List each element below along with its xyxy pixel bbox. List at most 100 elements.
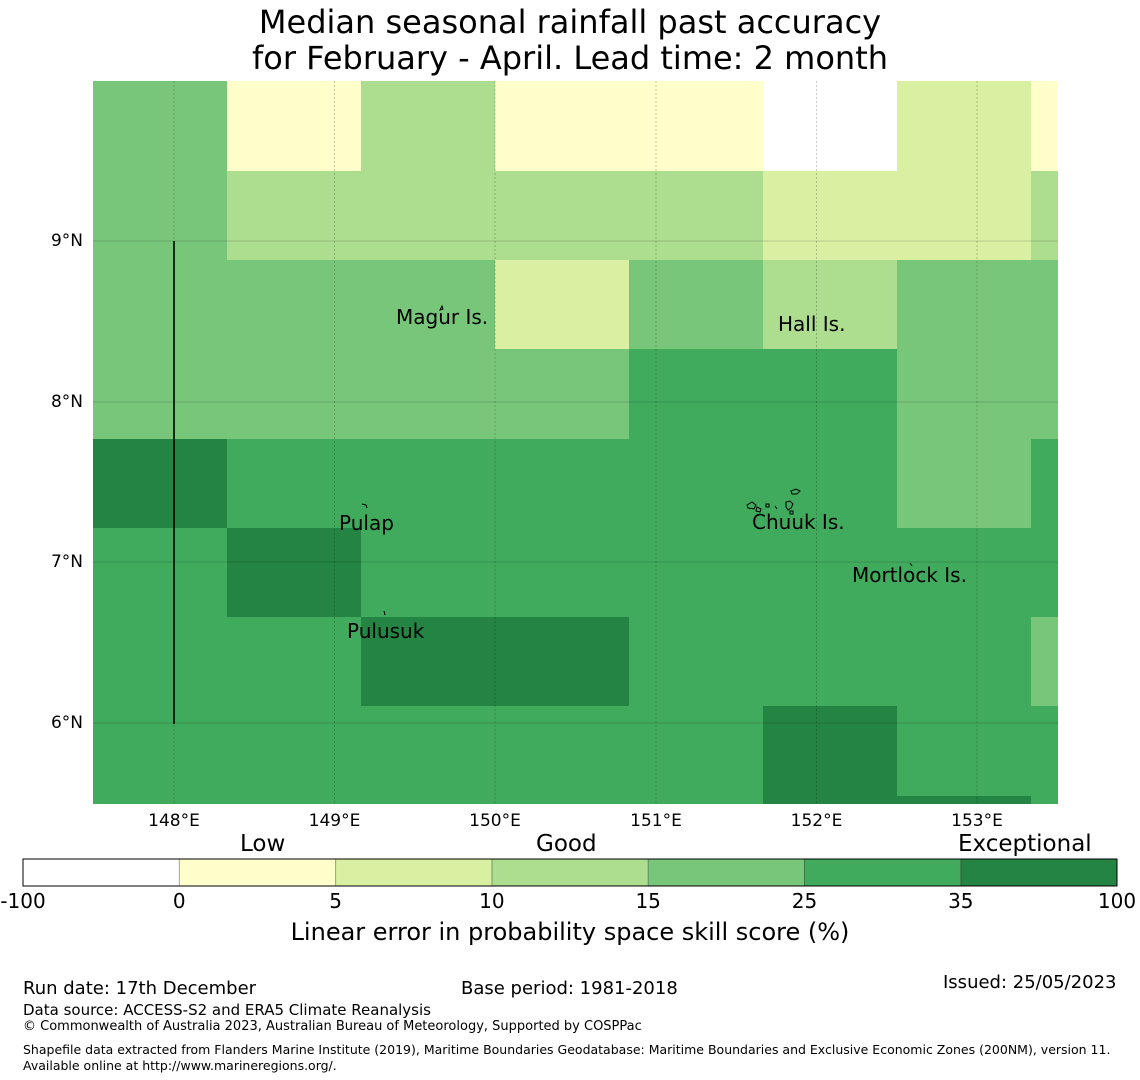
parallels xyxy=(93,240,1058,724)
colorbar-segment xyxy=(960,859,1117,886)
grid-cell xyxy=(897,171,1031,260)
colorbar-tick: -100 xyxy=(0,889,46,913)
legend-category-exceptional: Exceptional xyxy=(958,831,1092,857)
grid-cell xyxy=(629,617,763,706)
shapefile-credit: Shapefile data extracted from Flanders M… xyxy=(23,1042,1111,1073)
issued-date: Issued: 25/05/2023 xyxy=(943,972,1117,993)
grid-cell xyxy=(763,617,897,706)
grid-cell xyxy=(361,349,495,439)
title-line-2: for February - April. Lead time: 2 month xyxy=(251,39,889,77)
grid-cell xyxy=(495,171,629,260)
grid-cell xyxy=(227,260,361,349)
grid-cell xyxy=(763,81,897,171)
grid-cell xyxy=(93,439,227,528)
colorbar xyxy=(22,858,1118,887)
copyright-notice: © Commonwealth of Australia 2023, Austra… xyxy=(23,1019,642,1034)
place-label-magur: Magur Is. xyxy=(396,305,489,329)
title-line-1: Median seasonal rainfall past accuracy xyxy=(258,3,882,41)
grid-cell xyxy=(361,81,495,171)
grid-cell xyxy=(227,706,361,804)
grid-cell xyxy=(897,439,1031,528)
grid-cell xyxy=(93,171,227,260)
grid-cell xyxy=(495,706,629,804)
grid-cell xyxy=(93,528,227,617)
grid-cell xyxy=(629,706,763,804)
grid-cell xyxy=(361,617,495,706)
grid-cell xyxy=(227,439,361,528)
base-period: Base period: 1981-2018 xyxy=(461,978,678,999)
skill-grid xyxy=(93,81,1058,804)
island-outlines xyxy=(361,304,913,616)
grid-cell xyxy=(629,260,763,349)
lon-label-152e: 152°E xyxy=(790,811,843,831)
colorbar-frame xyxy=(22,858,1118,887)
grid-cell xyxy=(1031,260,1058,349)
magur-island-outline xyxy=(439,304,444,311)
colorbar-tick: 100 xyxy=(1097,889,1137,913)
legend-category-good: Good xyxy=(536,831,597,857)
grid-cell xyxy=(629,349,763,439)
grid-cell xyxy=(897,528,1031,617)
colorbar-segment xyxy=(804,859,961,886)
grid-cell xyxy=(897,260,1031,349)
colorbar-tick: 25 xyxy=(791,889,818,913)
lon-label-149e: 149°E xyxy=(308,811,361,831)
grid-cell xyxy=(361,706,495,804)
map-title: Median seasonal rainfall past accuracy f… xyxy=(0,4,1140,76)
colorbar-tick: 10 xyxy=(479,889,505,913)
lat-label-9n: 9°N xyxy=(50,231,83,251)
lon-label-151e: 151°E xyxy=(630,811,682,831)
place-label-chuuk: Chuuk Is. xyxy=(752,510,845,534)
grid-cell xyxy=(629,81,763,171)
grid-cell xyxy=(763,706,897,804)
colorbar-segment xyxy=(23,859,180,886)
grid-cell xyxy=(93,349,227,439)
lon-label-153e: 153°E xyxy=(951,811,1003,831)
pulusuk-island-outline xyxy=(383,610,386,616)
colorbar-segment xyxy=(648,859,805,886)
colorbar-tick: 15 xyxy=(635,889,661,913)
grid-cell xyxy=(897,617,1031,706)
mortlock-island-outline xyxy=(909,562,913,567)
lat-label-7n: 7°N xyxy=(50,552,83,572)
colorbar-segment xyxy=(335,859,492,886)
colorbar-label: Linear error in probability space skill … xyxy=(290,918,850,946)
grid-cell xyxy=(1031,439,1058,528)
grid-cell xyxy=(763,171,897,260)
grid-cell xyxy=(495,260,629,349)
grid-cell xyxy=(495,349,629,439)
grid-cell xyxy=(763,260,897,349)
grid-cell xyxy=(897,81,1031,171)
data-source: Data source: ACCESS-S2 and ERA5 Climate … xyxy=(23,1001,431,1019)
colorbar-tick: 5 xyxy=(329,889,342,913)
legend-category-low: Low xyxy=(240,831,286,857)
grid-cell xyxy=(495,439,629,528)
grid-cell xyxy=(763,528,897,617)
grid-cell xyxy=(897,706,1031,804)
pulap-island-outline xyxy=(361,503,368,509)
grid-cell xyxy=(897,796,1031,804)
lat-label-8n: 8°N xyxy=(50,392,83,412)
grid-cell xyxy=(1031,528,1058,617)
grid-cell xyxy=(227,617,361,706)
grid-cell xyxy=(495,528,629,617)
grid-cell xyxy=(361,528,495,617)
chuuk-lagoon-outline xyxy=(746,488,801,515)
grid-cell xyxy=(93,706,227,804)
grid-cell xyxy=(495,81,629,171)
grid-cell xyxy=(361,260,495,349)
colorbar-segment xyxy=(179,859,336,886)
grid-cell xyxy=(1031,706,1058,804)
lat-label-6n: 6°N xyxy=(50,713,83,733)
grid-cell xyxy=(629,528,763,617)
grid-cell xyxy=(629,439,763,528)
grid-cell xyxy=(93,617,227,706)
grid-cell xyxy=(1031,617,1058,706)
place-label-mortlock: Mortlock Is. xyxy=(852,563,967,587)
grid-cell xyxy=(361,439,495,528)
grid-cell xyxy=(227,528,361,617)
grid-cell xyxy=(1031,81,1058,171)
grid-cell xyxy=(93,260,227,349)
grid-cell xyxy=(897,349,1031,439)
